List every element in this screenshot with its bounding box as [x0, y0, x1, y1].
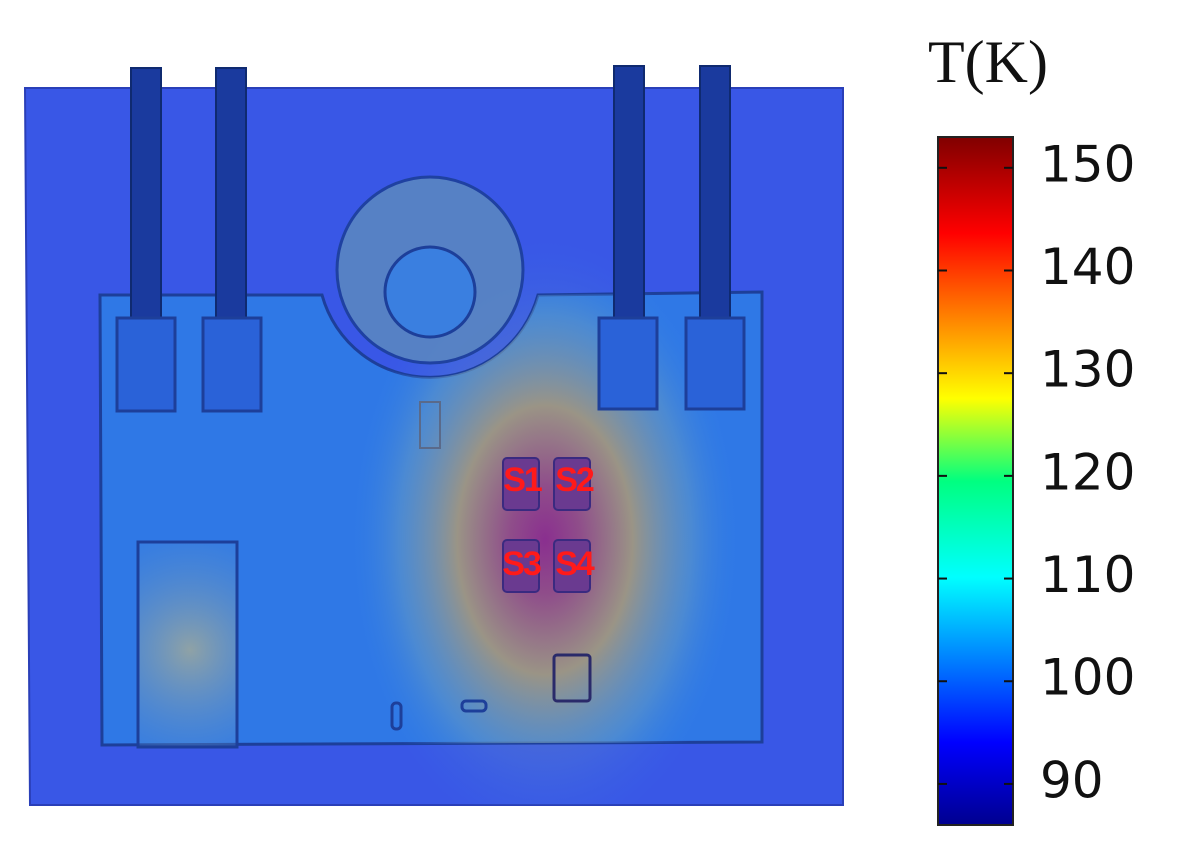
sensor-chip	[553, 539, 591, 593]
sensor-chip	[502, 539, 540, 593]
connector	[115, 316, 177, 413]
sensor-chip	[553, 457, 591, 511]
component	[136, 540, 239, 749]
sensor-label: S2	[555, 461, 594, 499]
sensor-label: S3	[502, 545, 541, 583]
connector	[597, 316, 659, 411]
lead	[613, 65, 645, 337]
colorbar: T(K) 90 100 110 120 130 140 150	[928, 29, 1135, 826]
sensor-label: S4	[555, 545, 595, 583]
colorbar-scale	[937, 136, 1014, 826]
component	[390, 701, 403, 731]
pad	[419, 401, 441, 449]
tick-label: 140	[1040, 238, 1135, 296]
tick-label: 110	[1040, 546, 1135, 604]
hot-spot	[100, 292, 762, 745]
colorbar-title: T(K)	[928, 29, 1048, 95]
hole	[383, 245, 477, 339]
connector	[201, 316, 263, 413]
lead	[215, 67, 247, 339]
tick-label: 90	[1040, 751, 1104, 809]
sensor-chip	[502, 457, 540, 511]
connector	[684, 316, 746, 411]
tick-label: 120	[1040, 443, 1135, 501]
lead	[130, 67, 162, 339]
component	[460, 699, 488, 713]
sensor-label: S1	[503, 461, 542, 499]
lead	[699, 65, 731, 337]
device: S1 S2 S3 S4	[23, 65, 844, 806]
component	[552, 653, 592, 703]
tick-label: 130	[1040, 341, 1135, 399]
tick-label: 150	[1040, 135, 1135, 193]
tick-label: 100	[1040, 649, 1135, 707]
